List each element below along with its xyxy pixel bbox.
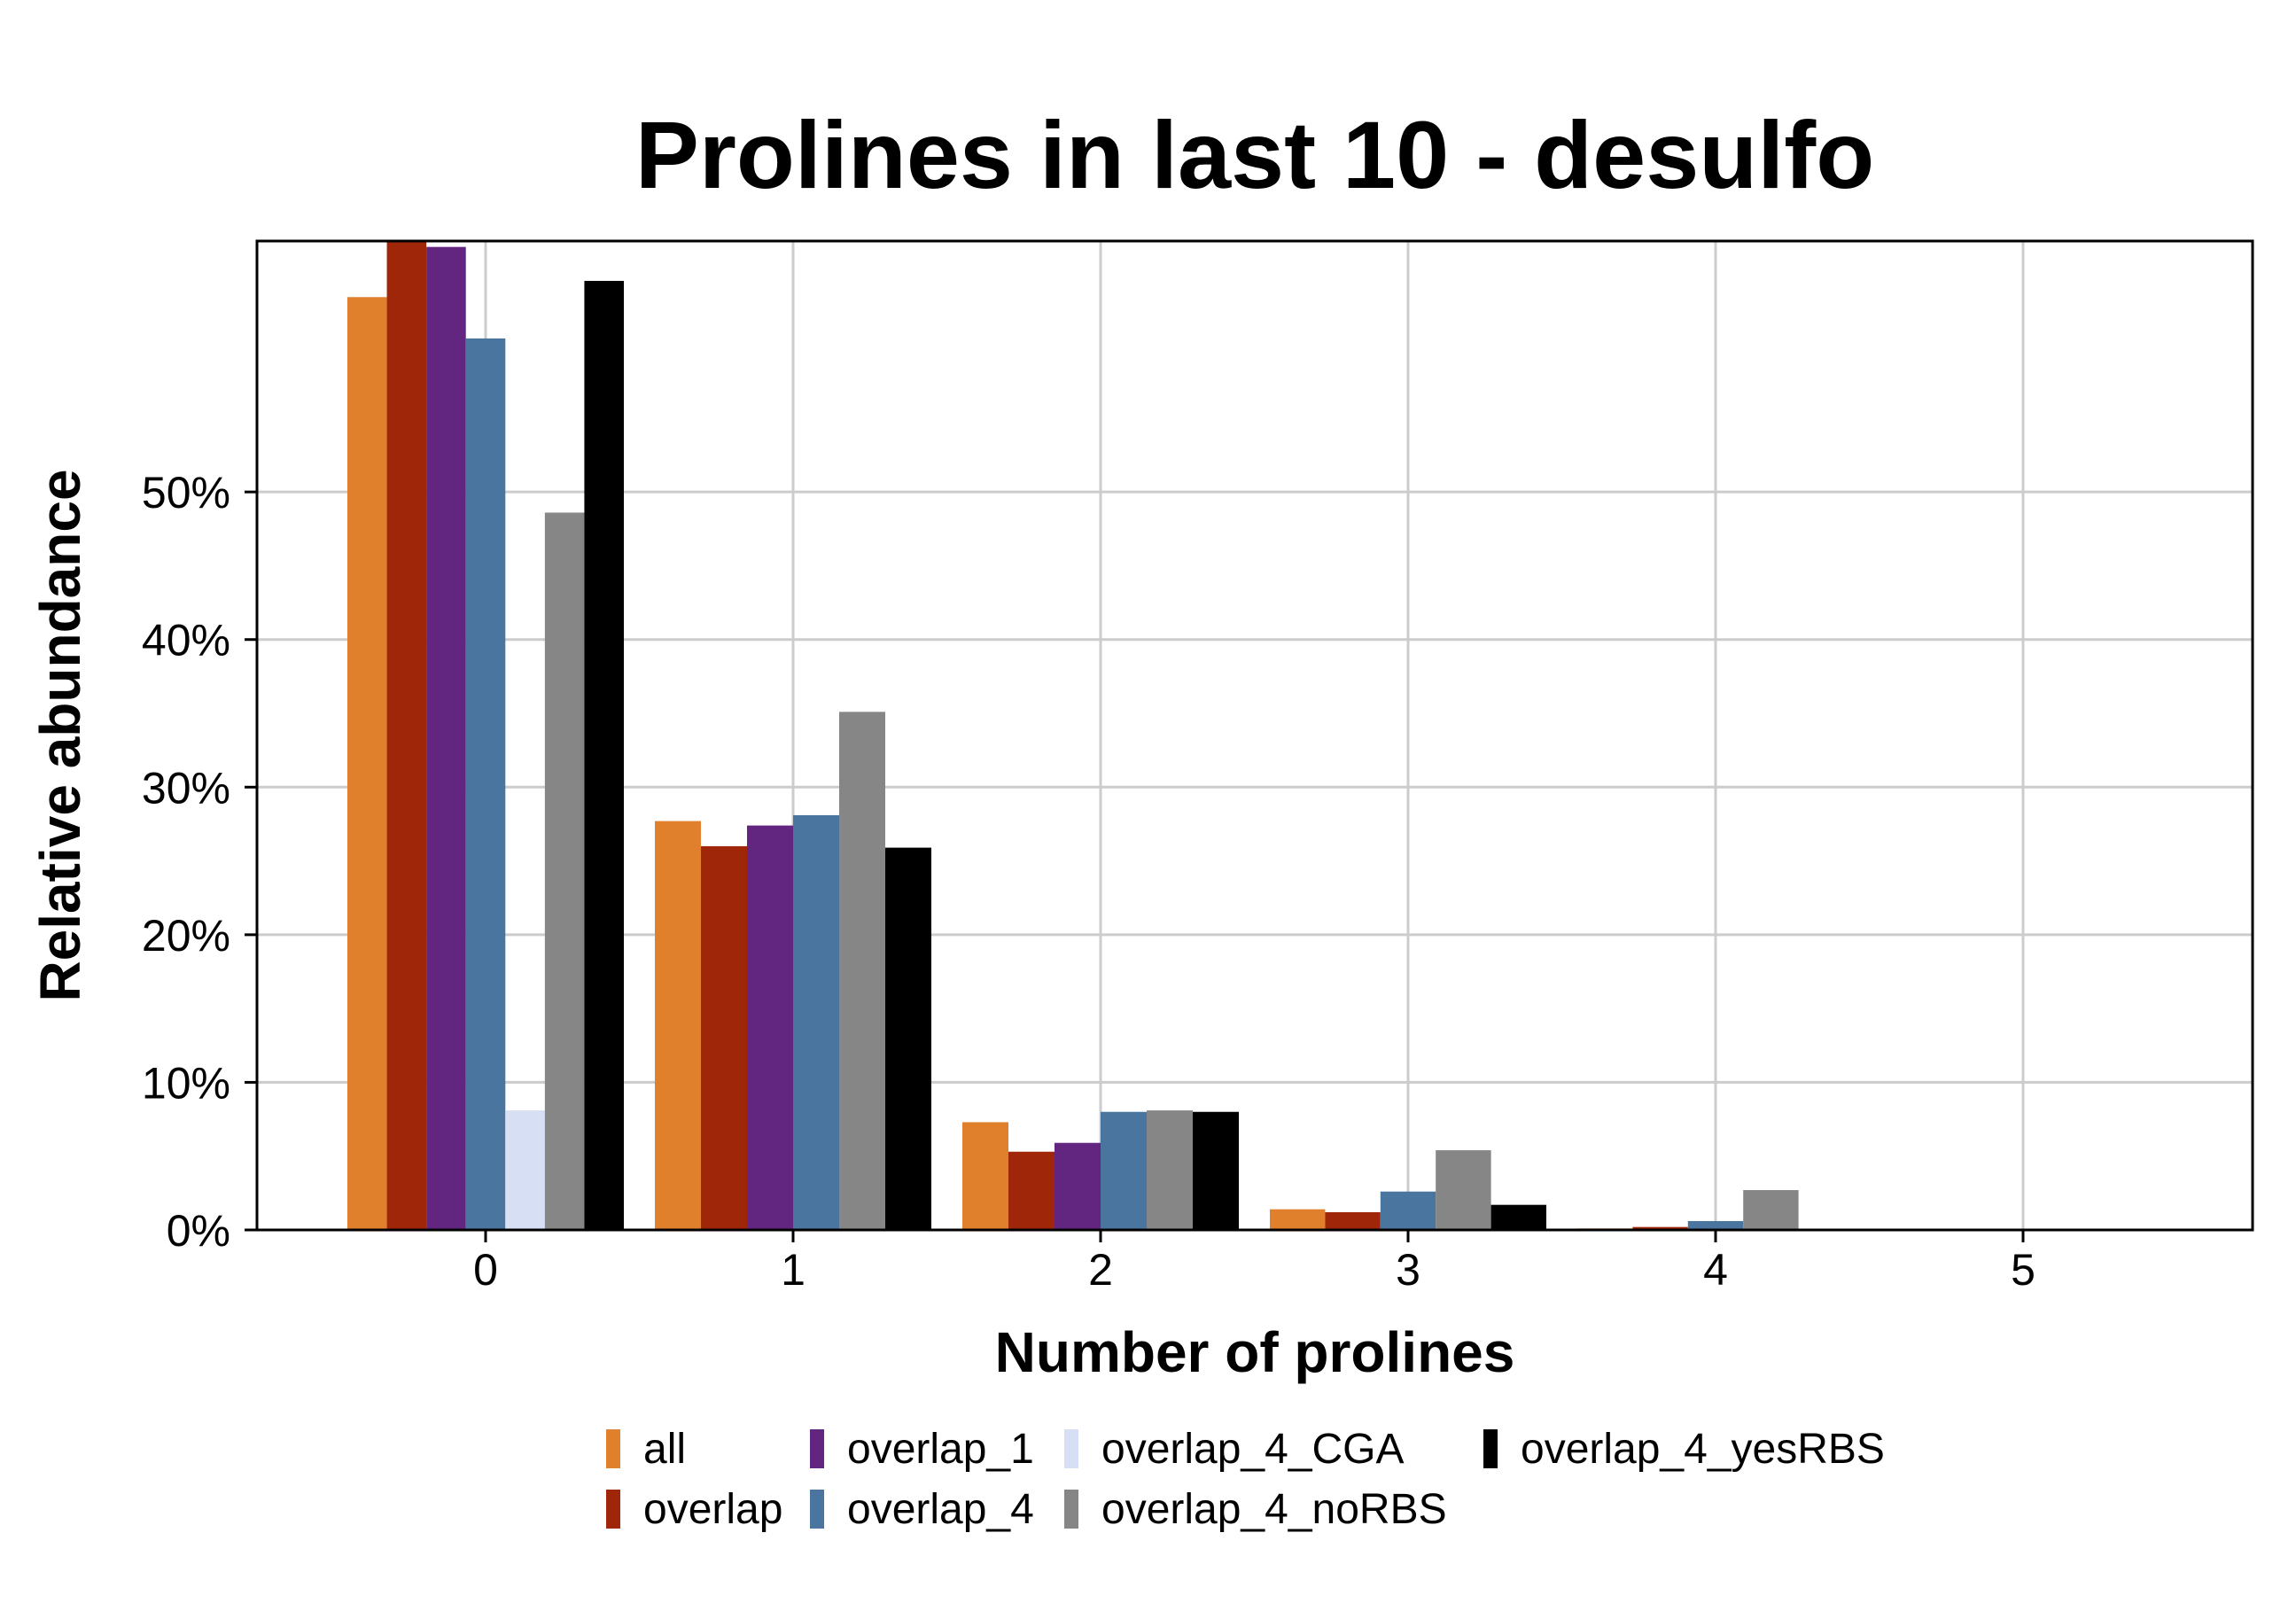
legend-key-overlap_4_noRBS bbox=[1064, 1490, 1078, 1529]
x-tick-label: 4 bbox=[1703, 1245, 1728, 1295]
x-axis-label: Number of prolines bbox=[995, 1320, 1515, 1384]
bar-overlap_1-2 bbox=[1055, 1142, 1101, 1230]
bar-all-3 bbox=[1270, 1209, 1326, 1230]
bar-overlap-0 bbox=[386, 241, 427, 1230]
x-tick-label: 5 bbox=[2011, 1245, 2035, 1295]
bar-overlap-1 bbox=[701, 845, 747, 1230]
y-tick-label: 0% bbox=[167, 1206, 230, 1256]
bar-overlap_4_CGA-0 bbox=[505, 1110, 545, 1230]
y-tick-label: 50% bbox=[142, 468, 230, 517]
bar-overlap_1-0 bbox=[426, 246, 466, 1230]
legend-label-overlap_4_noRBS: overlap_4_noRBS bbox=[1101, 1486, 1447, 1533]
legend-label-overlap_1: overlap_1 bbox=[847, 1426, 1034, 1473]
bar-overlap_4-3 bbox=[1380, 1191, 1436, 1230]
bar-all-1 bbox=[655, 821, 701, 1230]
bar-overlap_4_noRBS-1 bbox=[839, 712, 885, 1230]
x-tick-label: 0 bbox=[473, 1245, 498, 1295]
legend-key-overlap bbox=[606, 1490, 620, 1529]
bar-overlap_1-1 bbox=[747, 825, 793, 1230]
x-axis: 0 1 2 3 4 5 bbox=[473, 1230, 2035, 1295]
bar-overlap_4-0 bbox=[465, 338, 506, 1230]
legend-key-overlap_1 bbox=[810, 1429, 824, 1468]
x-tick-label: 1 bbox=[781, 1245, 806, 1295]
bar-overlap_4_yesRBS-1 bbox=[885, 847, 931, 1230]
legend-key-all bbox=[606, 1429, 620, 1468]
y-axis-label: Relative abundance bbox=[28, 469, 92, 1001]
bar-overlap_4-1 bbox=[793, 814, 839, 1230]
legend-label-all: all bbox=[643, 1426, 686, 1473]
legend-label-overlap_4_CGA: overlap_4_CGA bbox=[1101, 1426, 1405, 1473]
plot-border bbox=[255, 239, 2254, 1232]
x-tick-label: 2 bbox=[1088, 1245, 1113, 1295]
bar-overlap_4_noRBS-4 bbox=[1743, 1190, 1799, 1230]
bar-overlap_4-4 bbox=[1687, 1221, 1744, 1230]
y-axis: 0% 10% 20% 30% 40% 50% bbox=[142, 468, 257, 1256]
bar-overlap_4_noRBS-0 bbox=[544, 512, 585, 1230]
bar-overlap-3 bbox=[1325, 1212, 1381, 1230]
chart-title: Prolines in last 10 - desulfo bbox=[635, 101, 1874, 208]
bar-overlap-4 bbox=[1632, 1226, 1688, 1230]
x-tick-label: 3 bbox=[1396, 1245, 1420, 1295]
legend-key-overlap_4_CGA bbox=[1064, 1429, 1078, 1468]
legend: all overlap overlap_1 overlap_4 overlap_4_CG… bbox=[606, 1426, 1885, 1533]
bar-overlap_4_noRBS-2 bbox=[1147, 1110, 1193, 1230]
y-tick-label: 40% bbox=[142, 616, 230, 665]
bar-all-0 bbox=[347, 297, 387, 1230]
legend-key-overlap_4_yesRBS bbox=[1483, 1429, 1498, 1468]
bar-overlap_4_yesRBS-2 bbox=[1193, 1111, 1239, 1230]
legend-label-overlap_4_yesRBS: overlap_4_yesRBS bbox=[1521, 1426, 1885, 1473]
y-tick-label: 10% bbox=[142, 1058, 230, 1108]
y-tick-label: 20% bbox=[142, 911, 230, 961]
bar-overlap_4_noRBS-3 bbox=[1436, 1150, 1491, 1230]
bar-overlap-2 bbox=[1008, 1151, 1055, 1230]
bar-overlap_4_yesRBS-0 bbox=[584, 280, 624, 1230]
legend-key-overlap_4 bbox=[810, 1490, 824, 1529]
bar-overlap_4_yesRBS-3 bbox=[1490, 1204, 1546, 1230]
bar-overlap_4-2 bbox=[1101, 1111, 1147, 1230]
bar-all-2 bbox=[962, 1122, 1008, 1230]
legend-label-overlap: overlap bbox=[643, 1486, 782, 1533]
legend-label-overlap_4: overlap_4 bbox=[847, 1486, 1034, 1533]
y-tick-label: 30% bbox=[142, 763, 230, 813]
bars bbox=[257, 241, 2253, 1232]
